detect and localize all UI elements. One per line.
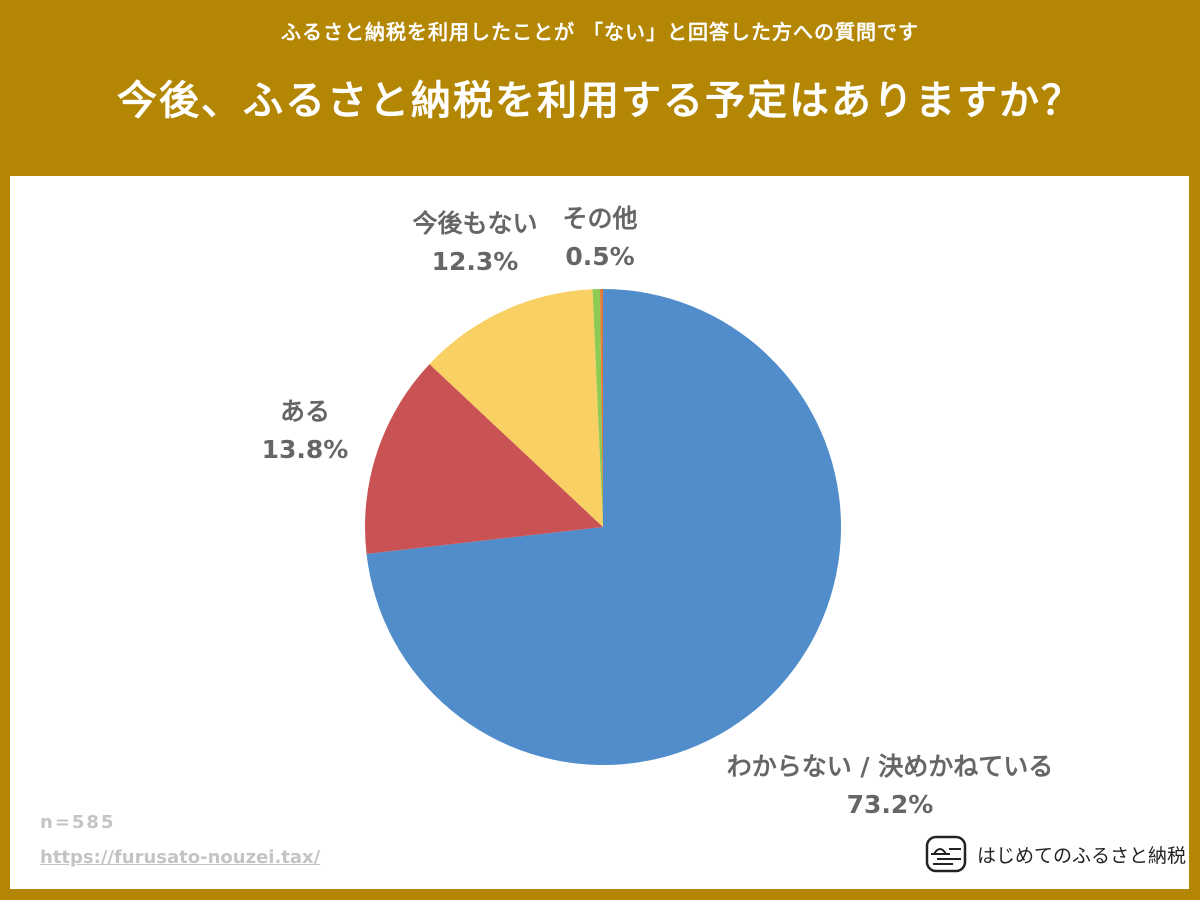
label-wakaranai-name: わからない / 決めかねている — [726, 752, 1054, 781]
label-wakaranai: わからない / 決めかねている 73.2% — [700, 748, 1080, 824]
label-sonota: その他 0.5% — [545, 200, 655, 276]
pie-slice — [429, 289, 603, 527]
label-sonota-name: その他 — [562, 204, 638, 233]
pie-slice — [365, 364, 603, 554]
label-sonota-pct: 0.5% — [565, 242, 635, 271]
pie-slice — [600, 289, 603, 527]
page-subtitle: ふるさと納税を利用したことが 「ない」と回答した方への質問です — [281, 20, 919, 44]
source-link[interactable]: https://furusato-nouzei.tax/ — [40, 847, 321, 868]
furusato-logo-icon — [925, 835, 967, 873]
pie-slice — [366, 289, 841, 766]
label-wakaranai-pct: 73.2% — [846, 790, 934, 819]
sample-size: n=585 — [40, 812, 116, 833]
label-kongomonai: 今後もない 12.3% — [395, 205, 555, 281]
label-aru-pct: 13.8% — [261, 435, 349, 464]
label-kongomonai-pct: 12.3% — [431, 247, 519, 276]
label-aru-name: ある — [279, 397, 330, 426]
label-kongomonai-name: 今後もない — [412, 209, 538, 238]
page-title: 今後、ふるさと納税を利用する予定はありますか？ — [117, 78, 1083, 124]
label-aru: ある 13.8% — [240, 393, 370, 469]
brand-logo: はじめてのふるさと納税 — [925, 834, 1186, 874]
brand-name: はじめてのふるさと納税 — [977, 844, 1187, 867]
pie-slice — [592, 289, 603, 527]
